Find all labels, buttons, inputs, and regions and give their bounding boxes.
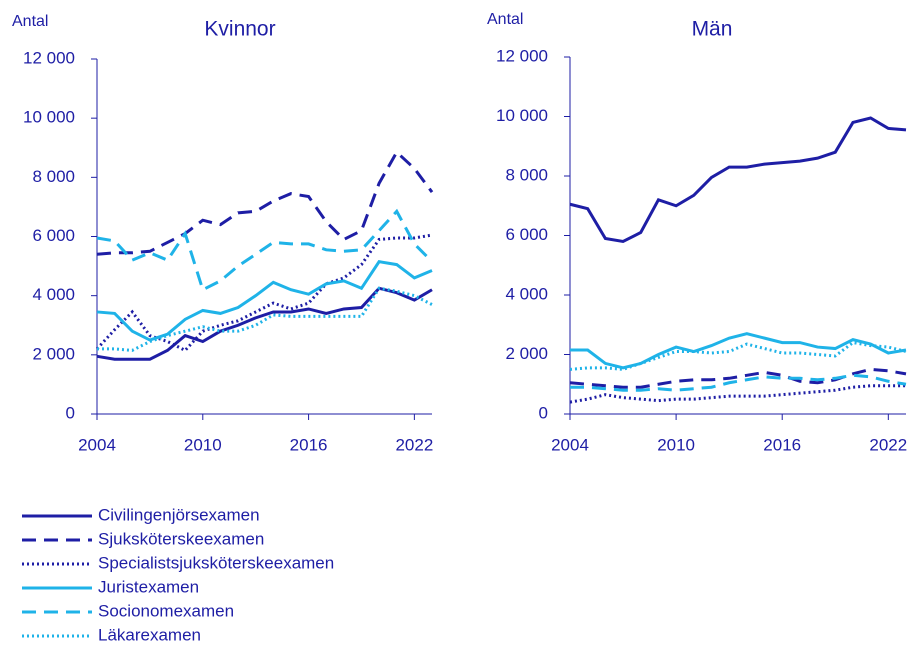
series-line bbox=[569, 341, 907, 371]
legend-label: Sjuksköterskeexamen bbox=[98, 529, 264, 548]
y-tick-label: 6 000 bbox=[32, 226, 75, 245]
legend-label: Läkarexamen bbox=[98, 625, 201, 644]
series-line bbox=[95, 233, 433, 353]
series-line bbox=[569, 116, 907, 244]
x-tick-label: 2022 bbox=[869, 435, 907, 454]
y-tick-label: 0 bbox=[539, 403, 548, 422]
series-line bbox=[570, 373, 907, 392]
series-line bbox=[569, 367, 907, 389]
y-tick-label: 0 bbox=[66, 403, 75, 422]
series-line bbox=[96, 260, 433, 342]
x-tick-label: 2004 bbox=[551, 435, 589, 454]
x-tick-label: 2016 bbox=[290, 435, 328, 454]
y-tick-label: 8 000 bbox=[505, 165, 548, 184]
series-line bbox=[570, 332, 907, 370]
y-tick-label: 8 000 bbox=[32, 167, 75, 186]
series-line bbox=[96, 149, 434, 256]
series-line bbox=[96, 208, 434, 292]
y-tick-label: 12 000 bbox=[496, 46, 548, 65]
x-tick-label: 2022 bbox=[395, 435, 433, 454]
legend-label: Socionomexamen bbox=[98, 601, 234, 620]
x-tick-label: 2010 bbox=[657, 435, 695, 454]
x-tick-label: 2016 bbox=[763, 435, 801, 454]
y-tick-label: 10 000 bbox=[496, 106, 548, 125]
y-tick-label: 10 000 bbox=[23, 108, 75, 127]
y-tick-label: 12 000 bbox=[23, 48, 75, 67]
y-tick-label: 2 000 bbox=[505, 344, 548, 363]
series-line bbox=[96, 286, 433, 361]
legend-label: Specialistsjuksköterskeexamen bbox=[98, 553, 334, 572]
series-line bbox=[569, 384, 906, 404]
y-tick-label: 4 000 bbox=[505, 284, 548, 303]
y-tick-label: 2 000 bbox=[32, 344, 75, 363]
legend-label: Civilingenjörsexamen bbox=[98, 505, 260, 524]
x-tick-label: 2004 bbox=[78, 435, 116, 454]
chart-title: Kvinnor bbox=[204, 18, 275, 41]
y-axis-label: Antal bbox=[487, 11, 523, 28]
x-tick-label: 2010 bbox=[184, 435, 222, 454]
series-line bbox=[97, 286, 433, 352]
y-axis-label: Antal bbox=[12, 13, 48, 30]
y-tick-label: 6 000 bbox=[505, 225, 548, 244]
y-tick-label: 4 000 bbox=[32, 285, 75, 304]
legend-label: Juristexamen bbox=[98, 577, 199, 596]
chart-title: Män bbox=[692, 18, 733, 41]
